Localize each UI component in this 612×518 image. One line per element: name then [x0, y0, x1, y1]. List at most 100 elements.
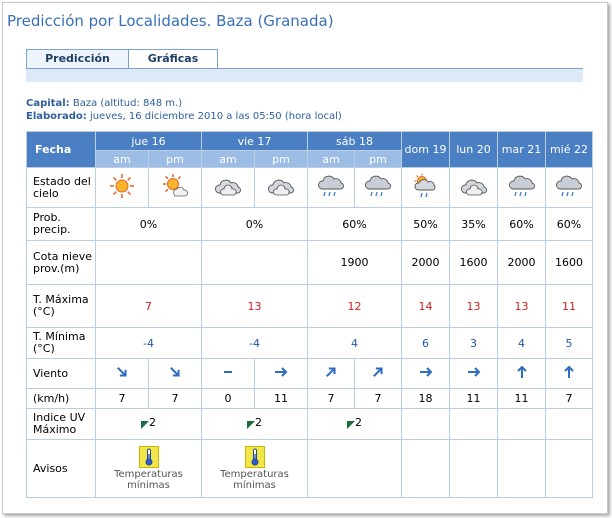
aviso-text: Temperaturas mínimas	[220, 469, 289, 491]
tab-underline	[26, 68, 583, 82]
page-title: Predicción por Localidades. Baza (Granad…	[7, 12, 334, 30]
wind-speed-cell: 7	[354, 388, 402, 409]
tmax-row: T. Máxima (°C) 7 13 12 14 13 13 11	[26, 284, 593, 328]
wind-speed-cell: 11	[449, 388, 498, 409]
capital-line: Capital: Baza (altitud: 848 m.)	[26, 98, 182, 109]
tmin-cell: -4	[95, 327, 202, 359]
prob-cell: 60%	[307, 207, 402, 241]
wind-arrow-icon	[254, 358, 308, 389]
wind-arrow-icon	[354, 358, 402, 389]
tmax-cell: 7	[95, 284, 202, 328]
cota-cell	[201, 240, 308, 285]
aviso-cell	[545, 439, 593, 498]
wind-arrow-icon	[449, 358, 498, 389]
sun-icon	[95, 167, 149, 208]
day-header: sáb 18	[307, 131, 402, 151]
wind-arrow-icon	[307, 358, 355, 389]
pm-header: pm	[354, 150, 402, 168]
am-header: am	[307, 150, 355, 168]
wind-speed-cell: 7	[545, 388, 593, 409]
row-label-kmh: (km/h)	[26, 388, 96, 409]
day-header: mar 21	[497, 131, 546, 168]
uv-cell: 2	[95, 408, 202, 440]
tab-graficas[interactable]: Gráficas	[128, 49, 218, 68]
elaborado-label: Elaborado:	[26, 111, 87, 122]
uv-cell	[449, 408, 498, 440]
wind-speed-cell: 7	[148, 388, 202, 409]
wind-speed-cell: 7	[95, 388, 149, 409]
cota-cell: 2000	[401, 240, 450, 285]
tmax-cell: 13	[201, 284, 308, 328]
uv-value: 2	[355, 416, 362, 429]
cloud-icon	[449, 167, 498, 208]
uv-value: 2	[149, 416, 156, 429]
day-header: jue 16	[95, 131, 202, 151]
aviso-cell[interactable]: Temperaturas mínimas	[201, 439, 308, 498]
pm-header: pm	[254, 150, 308, 168]
day-header: mié 22	[545, 131, 593, 168]
tmax-cell: 12	[307, 284, 402, 328]
uv-flag-icon	[347, 421, 355, 429]
wind-speed-row: (km/h) 7 7 0 11 7 7 18 11 11 7	[26, 388, 593, 409]
sky-row: Estado del cielo	[26, 167, 593, 208]
prob-cell: 50%	[401, 207, 450, 241]
uv-cell: 2	[307, 408, 402, 440]
tmin-cell: 5	[545, 327, 593, 359]
capital-value: Baza (altitud: 848 m.)	[72, 98, 183, 109]
uv-flag-icon	[141, 421, 149, 429]
row-label-prob: Prob. precip.	[26, 207, 96, 241]
day-header: vie 17	[201, 131, 308, 151]
cota-cell: 1600	[545, 240, 593, 285]
cloud-rain-icon	[354, 167, 402, 208]
wind-speed-cell: 11	[254, 388, 308, 409]
thermometer-icon	[244, 446, 265, 468]
cota-cell: 1900	[307, 240, 402, 285]
wind-row: Viento	[26, 358, 593, 389]
uv-flag-icon	[247, 421, 255, 429]
pm-header: pm	[148, 150, 202, 168]
wind-arrow-icon	[401, 358, 450, 389]
aviso-cell[interactable]: Temperaturas mínimas	[95, 439, 202, 498]
tmax-cell: 14	[401, 284, 450, 328]
row-label-tmax: T. Máxima (°C)	[26, 284, 96, 328]
aviso-text: Temperaturas mínimas	[114, 469, 183, 491]
uv-cell	[545, 408, 593, 440]
elaborado-value: jueves, 16 diciembre 2010 a las 05:50 (h…	[89, 111, 342, 122]
uv-cell	[497, 408, 546, 440]
tmin-cell: -4	[201, 327, 308, 359]
aviso-cell	[497, 439, 546, 498]
prob-cell: 0%	[95, 207, 202, 241]
am-header: am	[201, 150, 255, 168]
cota-cell: 2000	[497, 240, 546, 285]
aviso-cell	[307, 439, 402, 498]
wind-calm-icon	[201, 358, 255, 389]
tmin-row: T. Mínima (°C) -4 -4 4 6 3 4 5	[26, 327, 593, 359]
cloud-icon	[201, 167, 255, 208]
sun-cloud-icon	[148, 167, 202, 208]
tmax-cell: 13	[497, 284, 546, 328]
tmax-cell: 13	[449, 284, 498, 328]
tmin-cell: 4	[307, 327, 402, 359]
sun-cloud-rain-icon	[401, 167, 450, 208]
cloud-rain-icon	[545, 167, 593, 208]
uv-cell	[401, 408, 450, 440]
tab-prediccion[interactable]: Predicción	[26, 49, 129, 69]
elaborado-line: Elaborado: jueves, 16 diciembre 2010 a l…	[26, 111, 342, 122]
row-label-tmin: T. Mínima (°C)	[26, 327, 96, 359]
wind-speed-cell: 0	[201, 388, 255, 409]
cota-cell: 1600	[449, 240, 498, 285]
uv-cell: 2	[201, 408, 308, 440]
wind-speed-cell: 7	[307, 388, 355, 409]
prob-row: Prob. precip. 0% 0% 60% 50% 35% 60% 60%	[26, 207, 593, 241]
cloud-rain-icon	[497, 167, 546, 208]
aviso-cell	[401, 439, 450, 498]
fecha-header: Fecha	[26, 131, 96, 168]
cota-row: Cota nieve prov.(m) 1900 2000 1600 2000 …	[26, 240, 593, 285]
cloud-rain-icon	[307, 167, 355, 208]
prob-cell: 0%	[201, 207, 308, 241]
row-label-viento: Viento	[26, 358, 96, 389]
tmin-cell: 3	[449, 327, 498, 359]
wind-speed-cell: 11	[497, 388, 546, 409]
wind-arrow-icon	[545, 358, 593, 389]
wind-speed-cell: 18	[401, 388, 450, 409]
